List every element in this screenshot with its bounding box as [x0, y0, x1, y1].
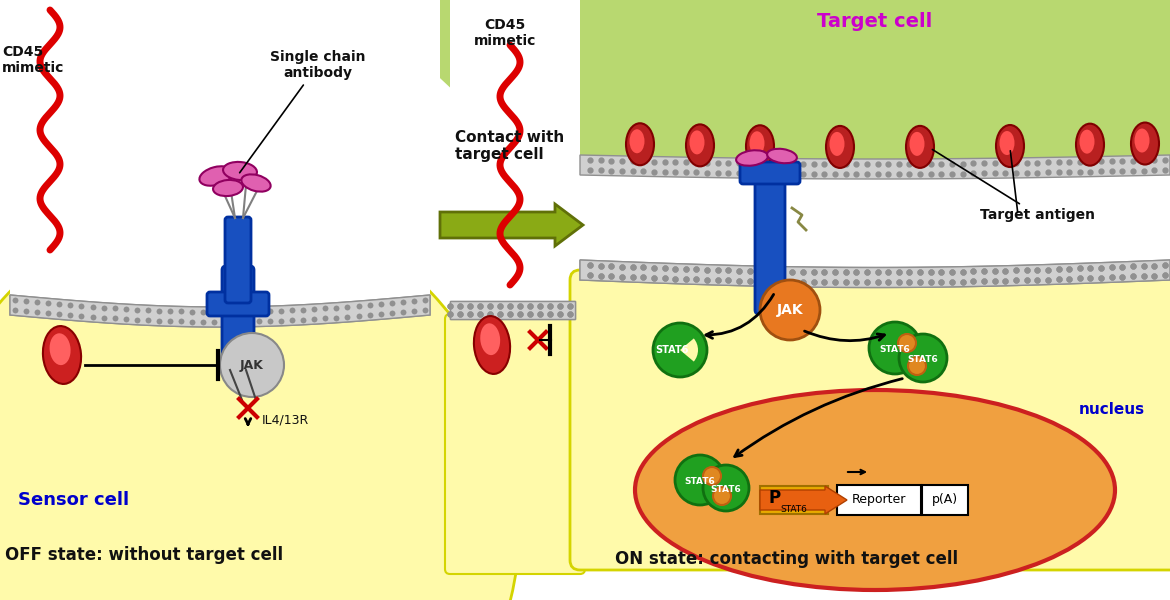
Text: JAK: JAK: [240, 358, 264, 371]
FancyArrowPatch shape: [706, 295, 773, 338]
Ellipse shape: [629, 129, 645, 153]
Polygon shape: [580, 155, 1170, 179]
Polygon shape: [580, 260, 1170, 287]
Polygon shape: [580, 0, 1170, 180]
Circle shape: [899, 334, 947, 382]
Polygon shape: [580, 260, 1170, 287]
Text: p(A): p(A): [932, 493, 958, 506]
Text: STAT6: STAT6: [655, 345, 689, 355]
Circle shape: [703, 467, 721, 485]
Ellipse shape: [1131, 122, 1159, 164]
FancyBboxPatch shape: [225, 217, 252, 303]
Text: Reporter: Reporter: [852, 493, 907, 506]
Ellipse shape: [43, 326, 81, 384]
Text: nucleus: nucleus: [1079, 403, 1145, 418]
Polygon shape: [580, 175, 1170, 260]
Ellipse shape: [199, 166, 233, 186]
FancyBboxPatch shape: [450, 0, 580, 301]
Ellipse shape: [626, 123, 654, 165]
FancyBboxPatch shape: [837, 485, 921, 515]
Ellipse shape: [1076, 124, 1104, 166]
Ellipse shape: [830, 132, 845, 156]
Ellipse shape: [0, 200, 519, 600]
Circle shape: [760, 280, 820, 340]
Ellipse shape: [999, 131, 1014, 155]
FancyBboxPatch shape: [570, 270, 1170, 570]
FancyBboxPatch shape: [760, 486, 828, 514]
FancyBboxPatch shape: [450, 301, 574, 319]
Ellipse shape: [826, 126, 854, 168]
Circle shape: [908, 357, 925, 375]
Text: IL4/13R: IL4/13R: [262, 413, 309, 427]
FancyBboxPatch shape: [922, 485, 968, 515]
Ellipse shape: [241, 175, 270, 191]
Polygon shape: [11, 295, 431, 327]
Ellipse shape: [635, 390, 1115, 590]
Text: STAT6: STAT6: [908, 355, 938, 364]
Text: OFF state: without target cell: OFF state: without target cell: [5, 546, 283, 564]
Text: Contact with
target cell: Contact with target cell: [455, 130, 564, 163]
Ellipse shape: [376, 0, 1170, 220]
FancyArrowPatch shape: [735, 379, 902, 457]
FancyArrow shape: [760, 486, 847, 514]
Text: CD45
mimetic: CD45 mimetic: [2, 45, 64, 75]
FancyBboxPatch shape: [450, 301, 574, 319]
Ellipse shape: [909, 132, 924, 156]
Circle shape: [220, 333, 284, 397]
Ellipse shape: [746, 125, 775, 167]
FancyBboxPatch shape: [0, 0, 440, 280]
Ellipse shape: [223, 162, 257, 180]
Circle shape: [899, 334, 916, 352]
Text: P: P: [768, 489, 780, 507]
Polygon shape: [11, 295, 431, 327]
Text: Target antigen: Target antigen: [932, 149, 1095, 222]
FancyBboxPatch shape: [207, 292, 269, 316]
Text: ON state: contacting with target cell: ON state: contacting with target cell: [615, 550, 958, 568]
Ellipse shape: [1135, 128, 1149, 152]
Text: Target cell: Target cell: [818, 12, 932, 31]
FancyBboxPatch shape: [755, 171, 785, 314]
Circle shape: [703, 465, 749, 511]
Circle shape: [653, 323, 707, 377]
Ellipse shape: [686, 124, 714, 166]
Ellipse shape: [474, 316, 510, 374]
FancyArrowPatch shape: [805, 331, 885, 341]
Circle shape: [675, 455, 725, 505]
Text: STAT6: STAT6: [710, 485, 742, 494]
Ellipse shape: [768, 149, 797, 163]
Polygon shape: [11, 0, 431, 307]
Ellipse shape: [689, 130, 704, 154]
FancyBboxPatch shape: [739, 162, 800, 184]
Text: STAT6: STAT6: [780, 505, 807, 514]
Ellipse shape: [750, 131, 764, 155]
Ellipse shape: [906, 126, 934, 168]
Ellipse shape: [213, 180, 243, 196]
Text: STAT6: STAT6: [880, 346, 910, 355]
Ellipse shape: [480, 323, 500, 355]
FancyBboxPatch shape: [580, 0, 1170, 155]
Circle shape: [869, 322, 921, 374]
Text: CD45
mimetic: CD45 mimetic: [474, 18, 536, 48]
Ellipse shape: [0, 200, 519, 600]
Ellipse shape: [1080, 130, 1094, 154]
Wedge shape: [680, 338, 698, 362]
FancyBboxPatch shape: [445, 314, 585, 574]
Ellipse shape: [736, 150, 768, 166]
FancyBboxPatch shape: [222, 266, 254, 374]
Text: Sensor cell: Sensor cell: [18, 491, 129, 509]
Text: STAT6: STAT6: [684, 478, 715, 487]
Text: Single chain
antibody: Single chain antibody: [240, 50, 366, 173]
Text: JAK: JAK: [777, 303, 804, 317]
Ellipse shape: [49, 333, 70, 365]
Circle shape: [713, 487, 731, 505]
Ellipse shape: [996, 125, 1024, 167]
FancyArrow shape: [440, 204, 583, 246]
